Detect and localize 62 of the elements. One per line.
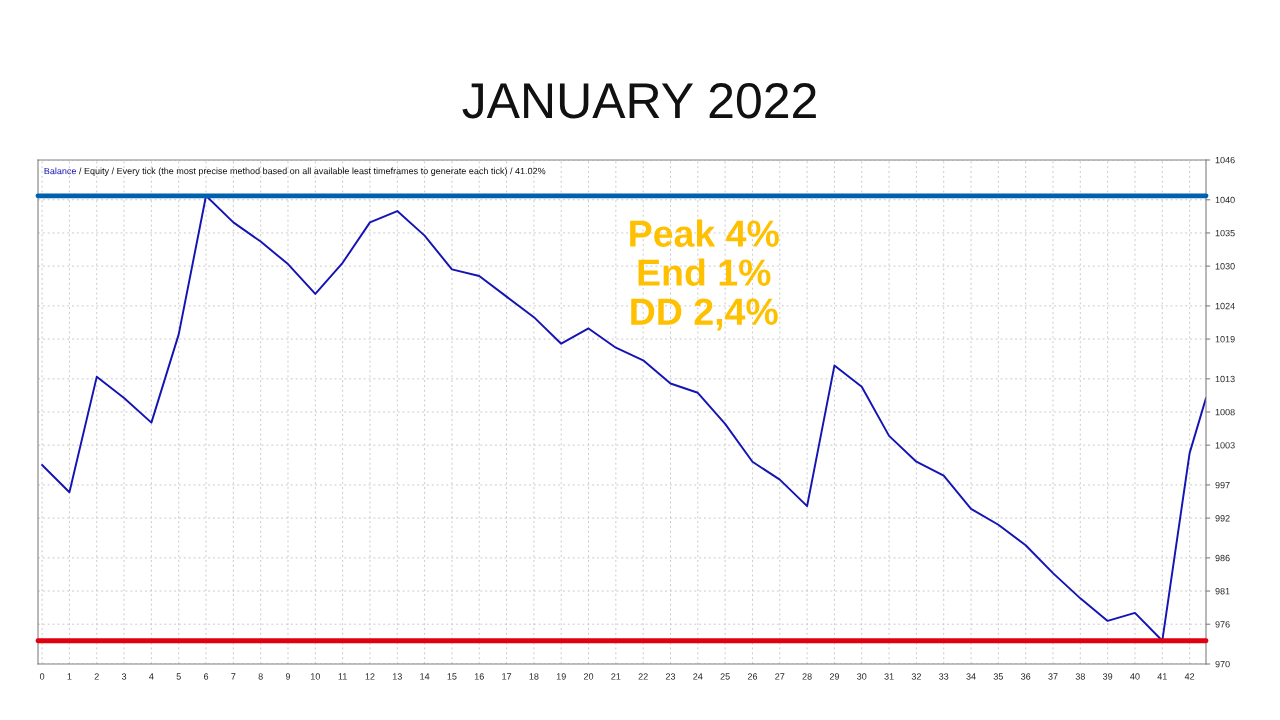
x-tick-label: 27 xyxy=(775,673,785,680)
text: Balance xyxy=(44,167,77,175)
x-tick-label: 42 xyxy=(1184,673,1195,680)
x-tick-label: 30 xyxy=(857,673,867,680)
y-tick-label: 997 xyxy=(1215,481,1230,489)
x-tick-label: 33 xyxy=(939,673,949,680)
x-tick-label: 35 xyxy=(993,673,1003,680)
y-tick-label: 1003 xyxy=(1215,442,1235,449)
y-tick-label: 1046 xyxy=(1215,156,1235,164)
x-tick-label: 36 xyxy=(1021,673,1031,680)
y-tick-label: 1019 xyxy=(1215,336,1235,343)
x-tick-label: 41 xyxy=(1157,673,1167,680)
x-tick-label: 16 xyxy=(474,673,484,680)
x-tick-label: 31 xyxy=(884,673,894,680)
y-tick-label: 976 xyxy=(1215,621,1230,628)
x-tick-label: 40 xyxy=(1130,673,1140,680)
x-tick-label: 18 xyxy=(529,673,539,680)
x-tick-label: 15 xyxy=(447,673,457,680)
y-tick-label: 981 xyxy=(1215,588,1230,595)
x-tick-label: 1 xyxy=(67,673,72,680)
annotation: Peak 4% End 1% DD 2,4% xyxy=(630,219,779,331)
x-tick-label: 19 xyxy=(556,673,566,680)
x-tick-label: 5 xyxy=(176,673,181,680)
y-tick-label: 1013 xyxy=(1215,375,1235,383)
x-tick-label: 17 xyxy=(502,673,512,680)
y-tick-label: 970 xyxy=(1215,660,1230,668)
x-tick-label: 13 xyxy=(392,673,402,680)
x-tick-label: 24 xyxy=(693,673,703,680)
x-tick-label: 20 xyxy=(583,673,594,680)
x-tick-label: 23 xyxy=(665,673,676,680)
x-tick-label: 26 xyxy=(747,673,758,680)
x-tick-label: 38 xyxy=(1075,673,1085,680)
y-tick-label: 1030 xyxy=(1215,263,1235,270)
y-tick-label: 1024 xyxy=(1215,302,1235,310)
x-tick-label: 7 xyxy=(231,673,236,680)
x-tick-label: 11 xyxy=(338,673,347,680)
y-tick-label: 986 xyxy=(1215,554,1230,562)
x-tick-label: 8 xyxy=(258,673,263,680)
x-tick-label: 14 xyxy=(420,673,430,680)
x-tick-label: 32 xyxy=(911,673,921,680)
x-tick-label: 28 xyxy=(802,673,812,680)
x-tick-label: 6 xyxy=(203,673,209,680)
x-tick-label: 39 xyxy=(1102,673,1113,680)
x-tick-label: 22 xyxy=(638,673,648,680)
x-tick-label: 10 xyxy=(310,673,320,680)
x-tick-label: 37 xyxy=(1048,673,1058,680)
x-tick-label: 29 xyxy=(829,673,840,680)
y-tick-label: 1035 xyxy=(1215,229,1235,237)
annotation: / Equity / Every tick (the most precise method based on all available least timeframes to generate each tick) / 41.02% xyxy=(78,167,546,176)
y-tick-label: 992 xyxy=(1215,515,1230,522)
y-tick-label: 1008 xyxy=(1215,408,1235,416)
x-tick-label: 12 xyxy=(365,673,375,680)
x-tick-label: 21 xyxy=(611,673,621,680)
chart-title: JANUARY 2022 xyxy=(462,83,816,119)
x-tick-label: 2 xyxy=(94,673,99,680)
y-tick-label: 1040 xyxy=(1215,196,1235,204)
x-tick-label: 25 xyxy=(720,673,730,680)
x-tick-label: 0 xyxy=(39,673,45,680)
x-tick-label: 34 xyxy=(966,673,976,680)
x-tick-label: 3 xyxy=(121,673,127,680)
x-tick-label: 9 xyxy=(285,673,291,680)
x-tick-label: 4 xyxy=(149,673,154,680)
